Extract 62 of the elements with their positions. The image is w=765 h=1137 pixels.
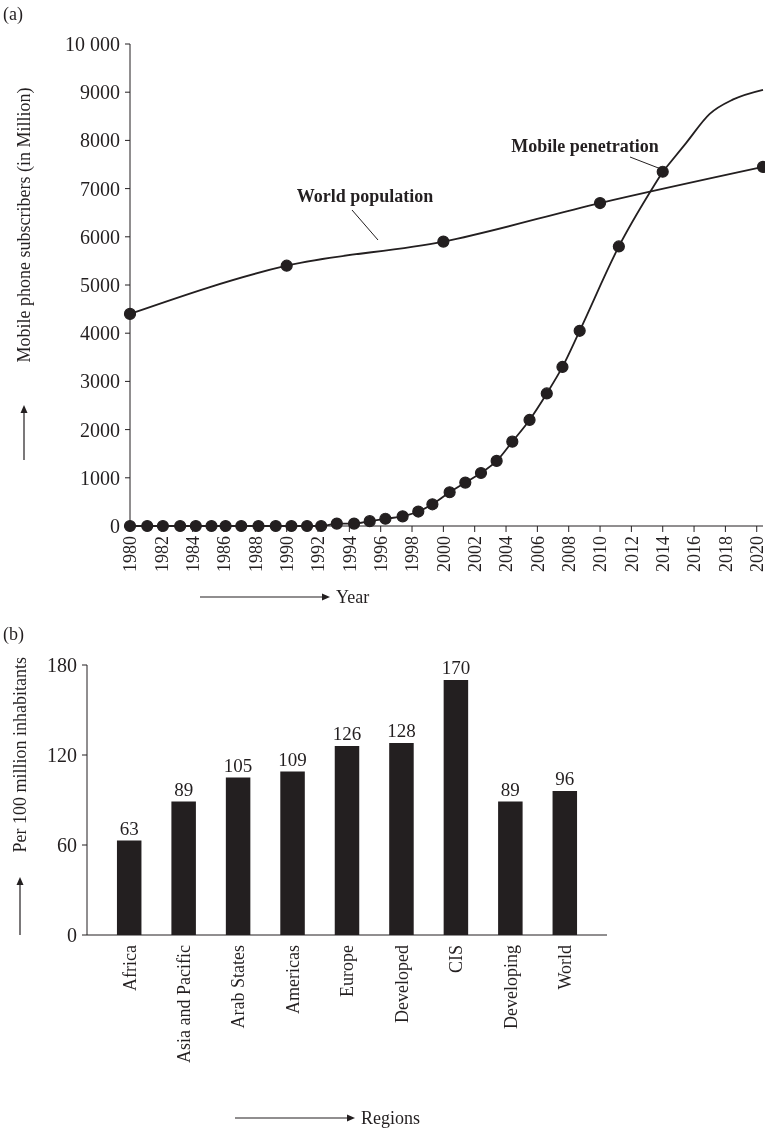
- x-tick-label: 1986: [214, 536, 235, 572]
- x-tick-label: 1996: [370, 536, 391, 572]
- series-label: World population: [296, 186, 434, 206]
- series-label: Mobile penetration: [511, 136, 659, 156]
- x-tick-label: World: [555, 945, 576, 990]
- data-label: 96: [555, 768, 575, 789]
- chart-title: (b): [3, 624, 24, 645]
- data-label: 105: [223, 754, 253, 776]
- x-tick-label: 2016: [684, 536, 705, 572]
- y-axis-title: Per 100 million inhabitants: [10, 657, 31, 853]
- x-tick-label: 1984: [182, 536, 203, 572]
- x-tick-label: Developed: [391, 945, 412, 1023]
- data-label: 128: [387, 720, 416, 741]
- y-tick-label: 120: [47, 744, 77, 766]
- x-tick-label: 2018: [715, 536, 736, 572]
- y-tick-label: 2000: [80, 418, 120, 441]
- x-tick-label: 2010: [590, 536, 611, 572]
- data-label: 126: [332, 723, 362, 744]
- y-tick-label: 9000: [80, 81, 120, 104]
- x-tick-label: Americas: [282, 945, 303, 1014]
- data-label: 63: [119, 817, 139, 839]
- y-tick-label: 180: [47, 654, 77, 676]
- x-tick-label: Arab States: [228, 945, 249, 1029]
- x-tick-label: 2020: [747, 536, 765, 572]
- data-label: 170: [441, 657, 471, 678]
- y-tick-label: 5000: [80, 274, 120, 296]
- y-axis-title: Mobile phone subscribers (in Million): [14, 87, 36, 363]
- y-tick-label: 3000: [80, 370, 120, 393]
- y-tick-label: 0: [67, 924, 77, 946]
- x-tick-label: 1988: [245, 536, 266, 572]
- x-tick-label: 1980: [120, 536, 141, 572]
- y-tick-label: 0: [110, 515, 120, 537]
- x-tick-label: Europe: [337, 945, 358, 997]
- x-tick-label: 1992: [308, 536, 329, 572]
- x-tick-label: 2002: [465, 536, 485, 572]
- x-tick-label: 2014: [653, 536, 674, 572]
- x-tick-label: Asia and Pacific: [173, 945, 194, 1063]
- y-tick-label: 60: [57, 834, 77, 856]
- x-tick-label: 2012: [621, 536, 642, 572]
- y-tick-label: 8000: [80, 129, 120, 152]
- y-tick-label: 6000: [80, 225, 120, 248]
- x-tick-label: 2004: [496, 536, 517, 572]
- y-tick-label: 7000: [80, 177, 120, 200]
- x-axis-title: Year: [336, 587, 370, 608]
- x-tick-label: 2008: [559, 536, 580, 572]
- x-tick-label: 1982: [151, 536, 172, 572]
- data-label: 89: [174, 778, 194, 800]
- x-tick-label: Developing: [500, 945, 521, 1029]
- x-tick-label: CIS: [446, 945, 467, 974]
- y-tick-label: 10 000: [65, 33, 120, 55]
- chart-title: (a): [3, 4, 23, 25]
- x-axis-title: Regions: [361, 1108, 421, 1129]
- x-tick-label: 2006: [527, 536, 548, 572]
- data-label: 89: [500, 778, 520, 800]
- data-label: 109: [278, 748, 307, 770]
- x-tick-label: 1998: [402, 536, 423, 572]
- y-tick-label: 4000: [80, 322, 120, 345]
- x-tick-label: 2000: [433, 536, 454, 572]
- x-tick-label: Africa: [119, 944, 140, 991]
- y-tick-label: 1000: [80, 466, 120, 489]
- x-tick-label: 1990: [276, 536, 297, 572]
- x-tick-label: 1994: [339, 536, 360, 572]
